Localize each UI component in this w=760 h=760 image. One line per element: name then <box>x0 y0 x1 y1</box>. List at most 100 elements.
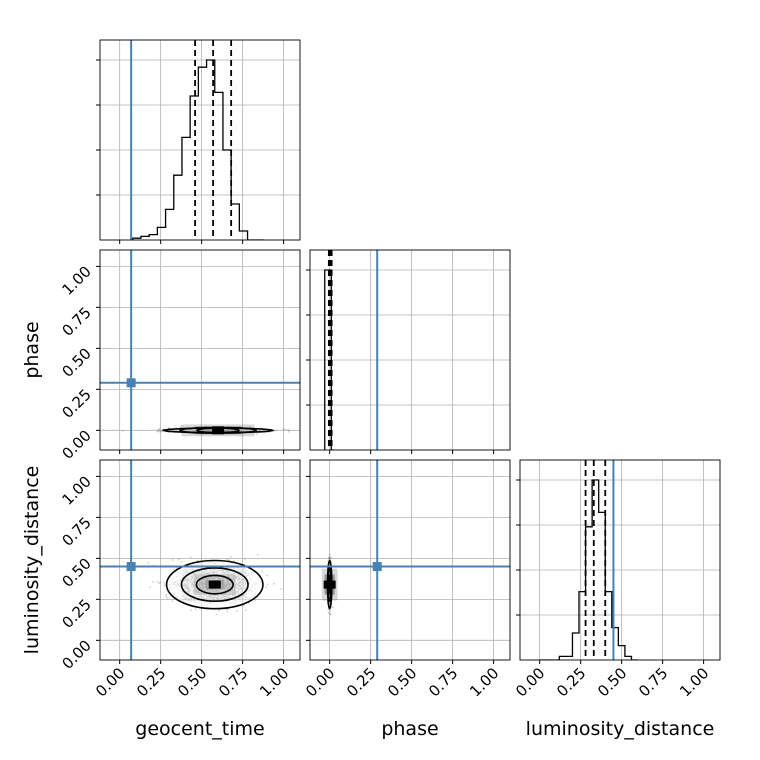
sample-point <box>165 593 168 596</box>
sample-point <box>228 559 230 562</box>
density-peak <box>323 580 336 589</box>
ytick-label-phase-2: 0.50 <box>58 344 94 380</box>
sample-point <box>236 610 239 613</box>
density-peak <box>208 580 221 589</box>
sample-point <box>266 583 269 586</box>
sample-point <box>329 558 332 561</box>
ytick-label-phase-1: 0.25 <box>58 385 94 421</box>
sample-point <box>265 586 268 589</box>
sample-point <box>275 429 277 432</box>
panel-geocent_time-hist <box>96 39 301 244</box>
sample-point <box>328 557 331 560</box>
sample-point <box>327 556 330 559</box>
sample-point <box>254 599 257 602</box>
sample-point <box>256 553 259 556</box>
sample-point <box>329 557 331 560</box>
sample-point <box>249 426 252 428</box>
x-axis-label-phase: phase <box>381 718 438 740</box>
sample-point <box>166 597 169 600</box>
sample-point <box>328 556 330 559</box>
xtick-label-phase-4: 1.00 <box>466 664 502 700</box>
sample-point <box>149 586 152 588</box>
sample-point <box>273 582 276 585</box>
sample-point <box>329 556 332 559</box>
truth-marker <box>372 562 382 572</box>
sample-point <box>273 429 276 432</box>
sample-point <box>327 608 330 611</box>
xtick-label-phase-3: 0.75 <box>425 664 461 700</box>
panel-frame <box>309 249 511 451</box>
sample-point <box>215 613 218 616</box>
sample-point <box>157 429 160 432</box>
truth-marker <box>126 562 136 572</box>
sample-point <box>331 606 334 609</box>
xtick-label-geocent_time-3: 0.75 <box>215 664 251 700</box>
panel-phase-hist <box>306 249 511 454</box>
sample-point <box>225 608 228 611</box>
sample-point <box>268 431 270 434</box>
sample-point <box>247 602 250 605</box>
sample-point <box>180 424 183 427</box>
sample-point <box>171 600 174 603</box>
y-axis-label-luminosity-distance: luminosity_distance <box>21 466 43 655</box>
sample-point <box>163 581 166 584</box>
x-axis-label-geocent-time: geocent_time <box>135 718 264 740</box>
sample-point <box>285 429 288 432</box>
x-axis-label-luminosity-distance: luminosity_distance <box>526 718 715 740</box>
sample-point <box>157 430 159 433</box>
sample-point <box>283 428 285 431</box>
sample-point <box>287 429 290 432</box>
xtick-label-phase-2: 0.50 <box>384 664 420 700</box>
xtick-label-luminosity_distance-4: 1.00 <box>676 664 712 700</box>
sample-point <box>151 581 154 583</box>
sample-point <box>327 612 330 614</box>
sample-point <box>328 558 330 560</box>
sample-point <box>177 558 180 561</box>
truth-marker <box>126 378 136 388</box>
panel-frame <box>99 39 301 241</box>
sample-point <box>280 588 282 590</box>
sample-point <box>261 570 263 573</box>
sample-point <box>205 425 207 428</box>
sample-point <box>328 553 331 556</box>
ytick-label-phase-0: 0.00 <box>58 426 94 462</box>
sample-point <box>156 580 159 583</box>
sample-point <box>156 430 159 433</box>
sample-point <box>158 582 161 585</box>
xtick-label-geocent_time-4: 1.00 <box>256 664 292 700</box>
sample-point <box>172 568 175 571</box>
ytick-label-luminosity_distance-0: 0.00 <box>58 636 94 672</box>
sample-point <box>121 429 124 432</box>
sample-point <box>230 556 232 558</box>
sample-point <box>226 611 229 613</box>
xtick-label-luminosity_distance-2: 0.50 <box>594 664 630 700</box>
xtick-label-geocent_time-1: 0.25 <box>133 664 169 700</box>
panel-luminosity_distance-hist: 0.00 0.25 0.50 0.75 1.00 <box>512 459 721 700</box>
panel-geocent_time-vs-phase: 0.00 0.25 0.50 0.75 1.00 <box>58 249 301 463</box>
y-axis-label-phase: phase <box>21 321 43 378</box>
sample-point <box>165 595 167 598</box>
ytick-label-luminosity_distance-3: 0.75 <box>58 513 94 549</box>
density-peak <box>212 426 225 435</box>
sample-point <box>329 612 332 615</box>
ytick-label-luminosity_distance-1: 0.25 <box>58 595 94 631</box>
xtick-label-luminosity_distance-3: 0.75 <box>635 664 671 700</box>
sample-point <box>189 556 192 559</box>
ytick-label-luminosity_distance-4: 1.00 <box>58 472 94 508</box>
sample-point <box>163 584 166 587</box>
sample-point <box>190 609 192 612</box>
sample-point <box>244 609 247 612</box>
sample-point <box>329 556 332 559</box>
panel-frame <box>99 249 301 451</box>
xtick-label-luminosity_distance-0: 0.00 <box>512 664 548 700</box>
sample-point <box>217 609 220 612</box>
sample-point <box>244 558 246 561</box>
xtick-label-luminosity_distance-1: 0.25 <box>553 664 589 700</box>
sample-point <box>329 613 332 616</box>
sample-point <box>256 433 258 435</box>
sample-point <box>226 608 229 611</box>
panel-frame <box>519 459 721 661</box>
sample-point <box>282 428 285 431</box>
sample-point <box>194 608 197 610</box>
